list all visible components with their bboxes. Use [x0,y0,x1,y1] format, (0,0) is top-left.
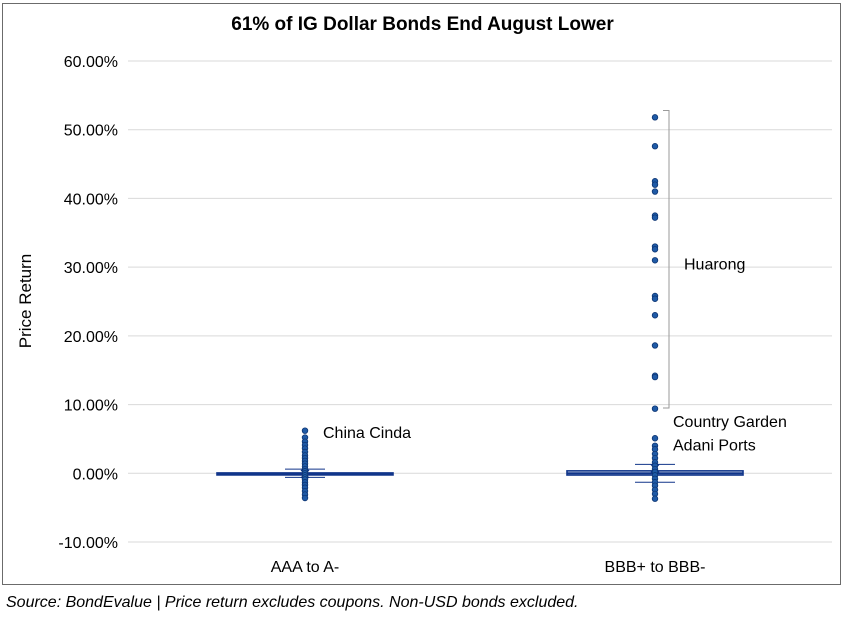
data-point [651,495,659,502]
annotation-label: Huarong [684,257,745,274]
annotation-bracket [663,109,670,409]
annotations: China Cinda Huarong Country Garden Adani Po… [323,109,787,454]
data-point [651,373,659,381]
y-tick-label: 50.00% [64,123,118,140]
annotation-label: China Cinda [323,425,411,442]
data-point [301,427,309,434]
x-axis-ticks: AAA to A- BBB+ to BBB- [271,559,706,576]
y-tick-label: 10.00% [64,398,118,415]
y-tick-label: 20.00% [64,329,118,346]
y-axis-ticks: -10.00% 0.00% 10.00% 20.00% 30.00% 40.00% 50.0… [58,54,118,552]
data-points [301,114,659,502]
data-point [301,494,309,502]
x-tick-label: BBB+ to BBB- [605,559,706,576]
data-point [651,295,659,302]
data-point [651,435,659,442]
source-note: Source: BondEvalue | Price return exclud… [6,594,579,611]
data-point [651,312,659,319]
annotation-label: Adani Ports [673,437,756,454]
data-point [651,143,659,150]
data-point [651,405,659,412]
x-tick-label: AAA to A- [271,559,339,576]
data-point [651,114,659,121]
data-point [651,342,659,349]
data-point [651,188,659,195]
data-point [651,214,659,221]
data-point [651,181,659,188]
data-point [651,257,659,264]
data-point [651,246,659,253]
chart-plot: -10.00% 0.00% 10.00% 20.00% 30.00% 40.00% 50.0… [16,54,832,576]
y-tick-label: 30.00% [64,260,118,277]
chart-title: 61% of IG Dollar Bonds End August Lower [231,14,614,35]
chart-frame [2,3,841,585]
y-tick-label: 60.00% [64,54,118,71]
y-axis-label: Price Return [16,254,35,348]
gridlines [128,60,832,543]
y-tick-label: 40.00% [64,191,118,208]
annotation-label: Country Garden [673,414,787,431]
y-tick-label: 0.00% [73,466,118,483]
y-tick-label: -10.00% [58,535,118,552]
